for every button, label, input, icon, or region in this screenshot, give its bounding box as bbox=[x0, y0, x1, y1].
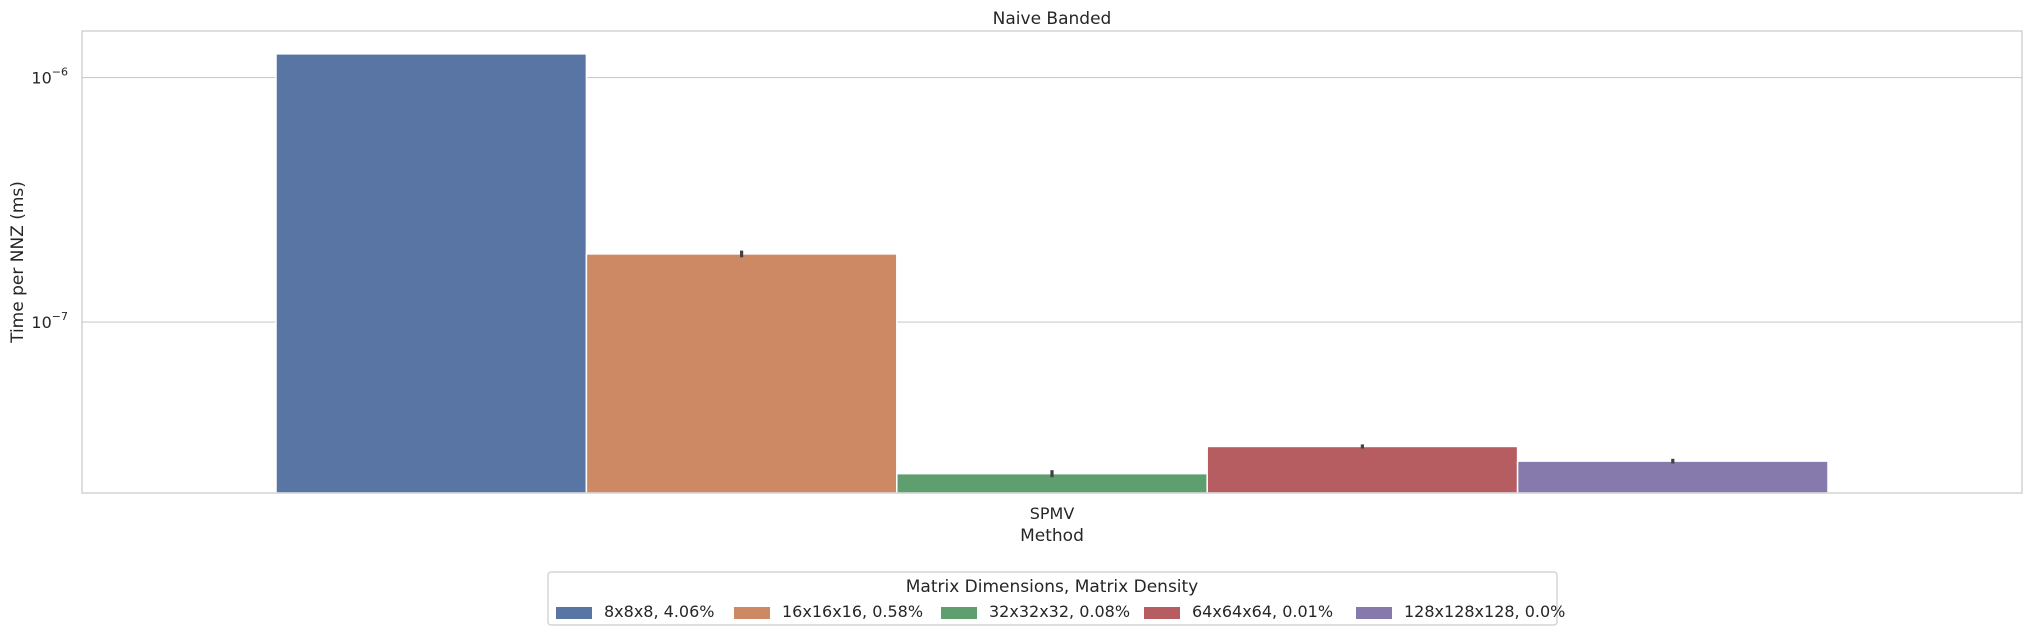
bar bbox=[1206, 445, 1519, 494]
y-axis-label: Time per NNZ (ms) bbox=[8, 181, 28, 344]
legend-swatch bbox=[1356, 607, 1392, 619]
legend-title: Matrix Dimensions, Matrix Density bbox=[906, 577, 1199, 597]
legend-swatch bbox=[941, 607, 977, 619]
legend: Matrix Dimensions, Matrix Density 8x8x8,… bbox=[547, 571, 1565, 626]
legend-label: 8x8x8, 4.06% bbox=[604, 602, 714, 621]
legend-label: 64x64x64, 0.01% bbox=[1192, 602, 1333, 621]
legend-label: 128x128x128, 0.0% bbox=[1404, 602, 1565, 621]
x-tick-label-spmv: SPMV bbox=[1030, 504, 1075, 523]
bar bbox=[275, 53, 588, 494]
legend-swatch bbox=[734, 607, 770, 619]
chart-title: Naive Banded bbox=[993, 9, 1112, 29]
legend-frame bbox=[547, 571, 1558, 626]
legend-label: 32x32x32, 0.08% bbox=[989, 602, 1130, 621]
y-tick-labels: 10−6 10−7 bbox=[31, 66, 68, 333]
legend-items: 8x8x8, 4.06% 16x16x16, 0.58% 32x32x32, 0.0… bbox=[556, 602, 1565, 621]
bar bbox=[585, 253, 898, 494]
bar bbox=[1516, 460, 1829, 494]
plot-frame bbox=[81, 30, 2023, 494]
legend-label: 16x16x16, 0.58% bbox=[782, 602, 923, 621]
y-tick-label: 10−6 bbox=[31, 66, 68, 88]
legend-swatch bbox=[1144, 607, 1180, 619]
error-bars bbox=[739, 250, 1675, 478]
legend-swatch bbox=[556, 607, 592, 619]
x-axis-label: Method bbox=[1020, 526, 1084, 546]
bars bbox=[275, 53, 1829, 494]
y-tick-label: 10−7 bbox=[31, 310, 68, 332]
